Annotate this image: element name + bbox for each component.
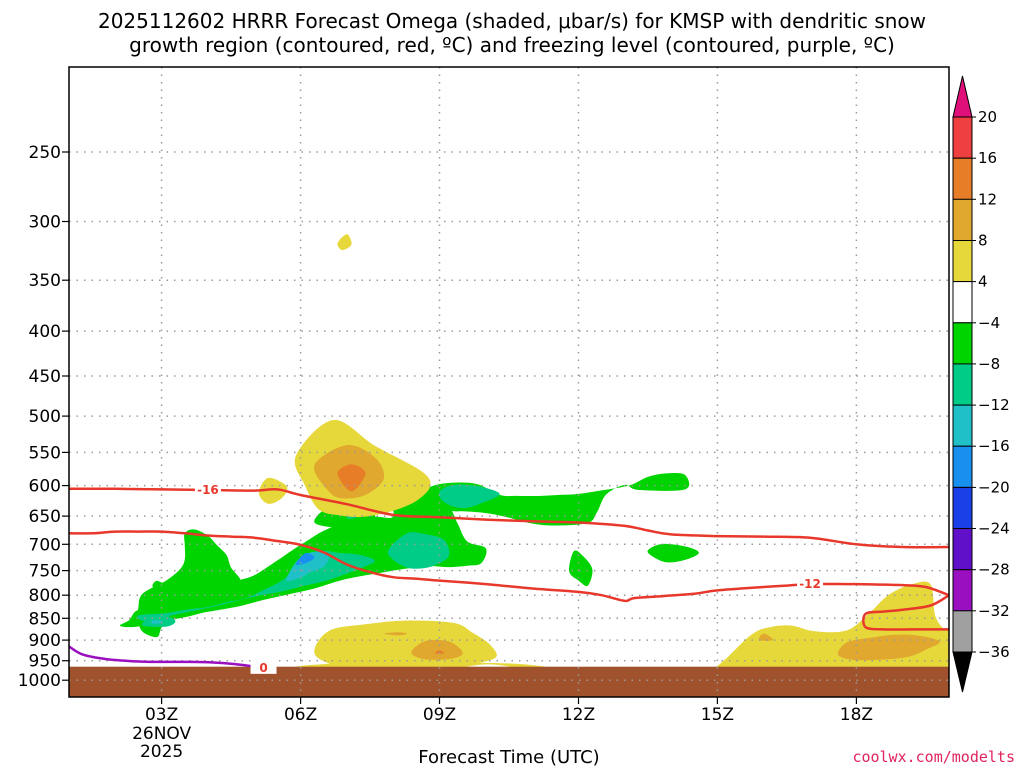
y-tick-label-800: 800 [29,586,61,606]
colorbar-label-1: 16 [978,149,997,167]
credit-text[interactable]: coolwx.com/modelts [852,748,1015,766]
colorbar-bin-1 [952,157,973,200]
x-tick-sublabel-0: 26NOV [132,724,191,744]
dendritic-contour-0 [69,487,949,549]
omega-region-13 [647,543,699,563]
y-tick-label-350: 350 [29,271,61,291]
y-tick-label-700: 700 [29,535,61,555]
colorbar-bin-2 [952,198,973,242]
colorbar-label-2: 12 [978,190,997,208]
dendritic-label-1: -12 [799,577,821,591]
y-tick-label-300: 300 [29,213,61,233]
colorbar-label-3: 8 [978,232,988,250]
omega-region-15 [152,583,163,588]
temperature-contours: -16 -12 0 [69,482,949,675]
omega-region-11 [439,484,500,509]
colorbar-bin-5 [952,322,973,365]
grid-lines [69,67,949,697]
colorbar-label-7: −12 [978,396,1010,414]
freezing-contour-0 [69,645,264,670]
ground-surface [69,666,949,697]
chart-title-line-1: 2025112602 HRRR Forecast Omega (shaded, … [98,9,926,33]
omega-region-5 [295,552,315,565]
omega-region-20 [383,632,408,636]
omega-region-22 [680,581,949,674]
colorbar-bin-6 [952,363,973,406]
colorbar-bin-0 [952,116,973,159]
plot-frame [68,66,950,698]
dendritic-label-bg-1 [797,576,824,591]
colorbar-label-10: −24 [978,520,1010,538]
colorbar-bin-12 [952,610,973,653]
colorbar-label-12: −32 [978,602,1010,620]
freezing-label-bg-0 [250,659,277,674]
omega-region-17 [314,620,497,667]
y-tick-label-900: 900 [29,631,61,651]
colorbar-bin-9 [952,486,973,530]
y-tick-label-500: 500 [29,407,61,427]
colorbar-label-13: −36 [978,643,1010,661]
freezing-label-0: 0 [259,661,267,675]
colorbar-label-8: −16 [978,437,1010,455]
colorbar-label-4: 4 [978,273,988,291]
omega-region-25 [258,477,288,504]
x-tick-label-12Z: 12Z [562,705,595,725]
omega-region-19 [434,650,445,654]
colorbar-label-0: 20 [978,108,997,126]
dendritic-label-0: -16 [197,483,219,497]
omega-region-23 [837,634,940,661]
colorbar-bin-3 [952,240,973,283]
omega-region-7 [151,620,163,624]
dendritic-label-bg-0 [194,482,221,497]
chart-title-line-2: growth region (contoured, red, ºC) and f… [129,33,895,57]
dendritic-contour-2 [862,594,949,631]
y-tick-label-600: 600 [29,477,61,497]
x-tick-label-18Z: 18Z [840,705,873,725]
omega-shading [119,234,949,674]
colorbar-bottom-arrow [952,651,973,693]
colorbar-label-5: −4 [978,314,1000,332]
omega-region-29 [337,234,352,251]
y-tick-label-650: 650 [29,507,61,527]
x-axis-label: Forecast Time (UTC) [418,747,599,768]
y-tick-label-950: 950 [29,652,61,672]
omega-region-24 [758,633,774,641]
omega-region-28 [337,464,366,492]
y-tick-label-450: 450 [29,367,61,387]
colorbar-bin-10 [952,528,973,571]
omega-region-12 [569,550,593,587]
omega-colorbar: 20 16 12 8 4 −4 −8 −12 −16 −20 −24 −28 −32 −36 [952,75,1010,693]
y-tick-label-850: 850 [29,609,61,629]
colorbar-bin-8 [952,445,973,488]
omega-region-3 [387,532,450,569]
y-tick-label-750: 750 [29,562,61,582]
colorbar-label-11: −28 [978,561,1010,579]
y-tick-label-250: 250 [29,143,61,163]
x-tick-label-06Z: 06Z [284,705,317,725]
colorbar-top-arrow [952,75,973,118]
x-tick-label-15Z: 15Z [701,705,734,725]
colorbar-bin-7 [952,404,973,447]
x-tick-sublabel-1: 2025 [140,742,183,762]
y-tick-label-550: 550 [29,443,61,463]
colorbar-label-6: −8 [978,355,1000,373]
omega-region-10 [415,473,690,526]
y-tick-label-400: 400 [29,322,61,342]
omega-region-18 [411,639,463,660]
x-tick-label-09Z: 09Z [423,705,456,725]
x-tick-label-03Z: 03Z [145,705,178,725]
pressure-axis: 2503003504004505005506006507007508008509… [18,143,69,691]
colorbar-bin-11 [952,569,973,612]
colorbar-bin-4 [952,281,973,324]
omega-region-4 [286,551,329,582]
colorbar-label-9: −20 [978,478,1010,496]
y-tick-label-1000: 1000 [18,671,61,691]
